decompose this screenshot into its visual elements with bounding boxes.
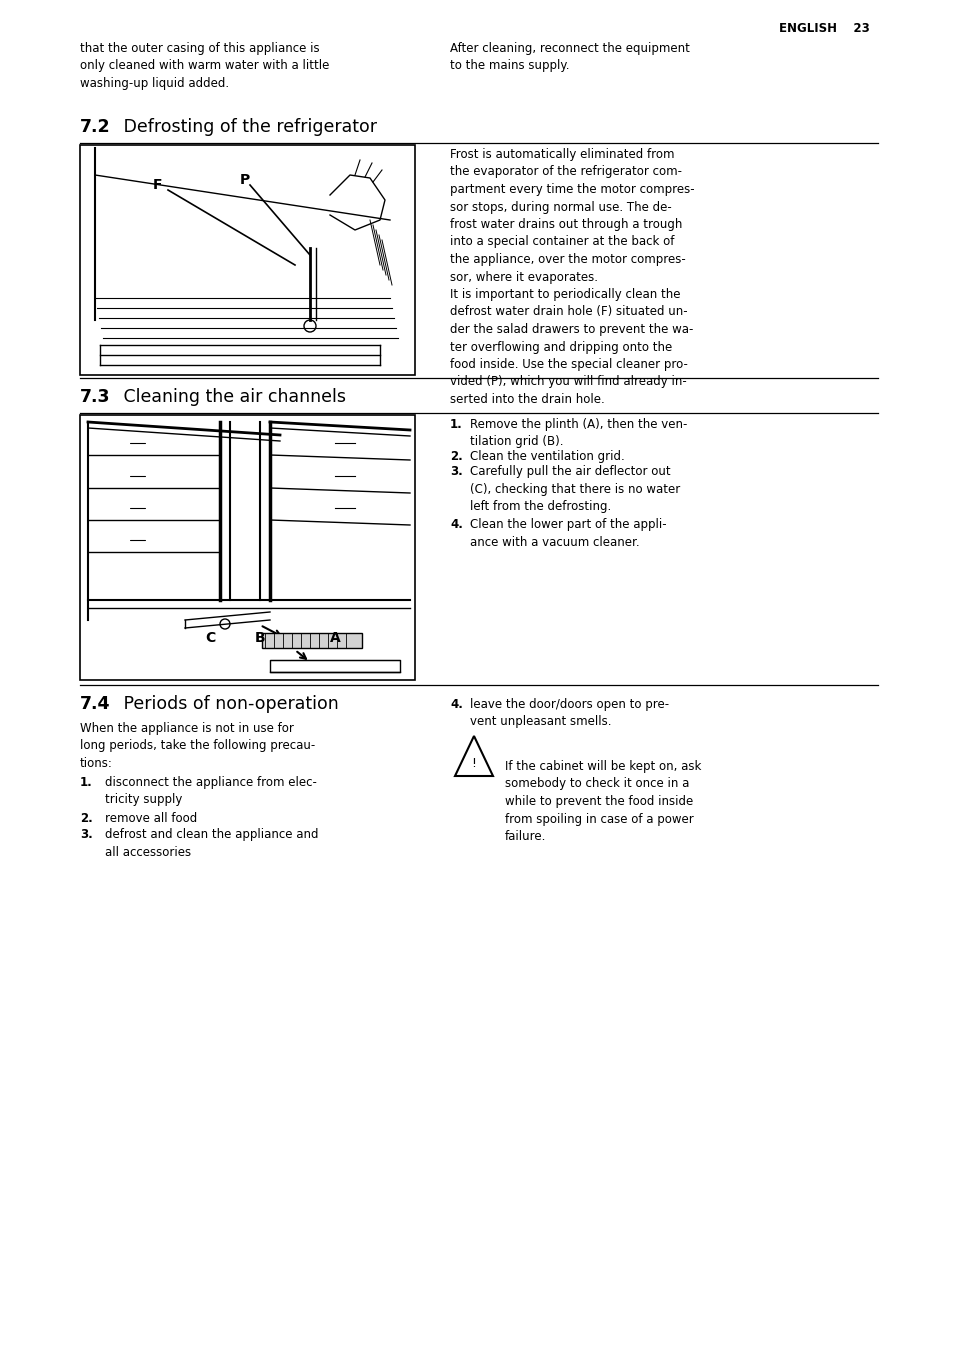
Text: When the appliance is not in use for
long periods, take the following precau-
ti: When the appliance is not in use for lon…	[80, 722, 314, 771]
Text: Frost is automatically eliminated from
the evaporator of the refrigerator com-
p: Frost is automatically eliminated from t…	[450, 147, 694, 406]
Text: that the outer casing of this appliance is
only cleaned with warm water with a l: that the outer casing of this appliance …	[80, 42, 329, 91]
Text: A: A	[330, 631, 340, 645]
Text: 2.: 2.	[450, 450, 462, 462]
Text: 1.: 1.	[450, 418, 462, 431]
Text: remove all food: remove all food	[105, 813, 197, 825]
Bar	[80, 415, 415, 680]
Text: Cleaning the air channels: Cleaning the air channels	[118, 388, 346, 406]
Text: 7.3: 7.3	[80, 388, 111, 406]
Text: Defrosting of the refrigerator: Defrosting of the refrigerator	[118, 118, 376, 137]
Text: leave the door/doors open to pre-
vent unpleasant smells.: leave the door/doors open to pre- vent u…	[470, 698, 668, 729]
Text: ENGLISH    23: ENGLISH 23	[779, 22, 869, 35]
Text: B: B	[254, 631, 265, 645]
Text: 3.: 3.	[80, 827, 92, 841]
Text: 2.: 2.	[80, 813, 92, 825]
Text: F: F	[153, 178, 163, 192]
Text: Clean the ventilation grid.: Clean the ventilation grid.	[470, 450, 624, 462]
Text: disconnect the appliance from elec-
tricity supply: disconnect the appliance from elec- tric…	[105, 776, 316, 807]
Text: C: C	[205, 631, 214, 645]
Polygon shape	[455, 735, 493, 776]
Text: 1.: 1.	[80, 776, 92, 790]
Text: Carefully pull the air deflector out
(C), checking that there is no water
left f: Carefully pull the air deflector out (C)…	[470, 465, 679, 512]
Text: Clean the lower part of the appli-
ance with a vacuum cleaner.: Clean the lower part of the appli- ance …	[470, 518, 666, 549]
Text: After cleaning, reconnect the equipment
to the mains supply.: After cleaning, reconnect the equipment …	[450, 42, 689, 73]
Text: 7.2: 7.2	[80, 118, 111, 137]
Text: 7.4: 7.4	[80, 695, 111, 713]
Text: 3.: 3.	[450, 465, 462, 479]
Bar	[262, 633, 361, 648]
Text: P: P	[239, 173, 250, 187]
Bar	[270, 660, 399, 672]
Text: !: !	[471, 757, 476, 771]
Text: If the cabinet will be kept on, ask
somebody to check it once in a
while to prev: If the cabinet will be kept on, ask some…	[504, 760, 700, 844]
Bar	[80, 145, 415, 375]
Text: 4.: 4.	[450, 698, 462, 711]
Text: 4.: 4.	[450, 518, 462, 531]
Text: Remove the plinth (A), then the ven-
tilation grid (B).: Remove the plinth (A), then the ven- til…	[470, 418, 687, 449]
Text: defrost and clean the appliance and
all accessories: defrost and clean the appliance and all …	[105, 827, 318, 859]
Text: Periods of non-operation: Periods of non-operation	[118, 695, 338, 713]
